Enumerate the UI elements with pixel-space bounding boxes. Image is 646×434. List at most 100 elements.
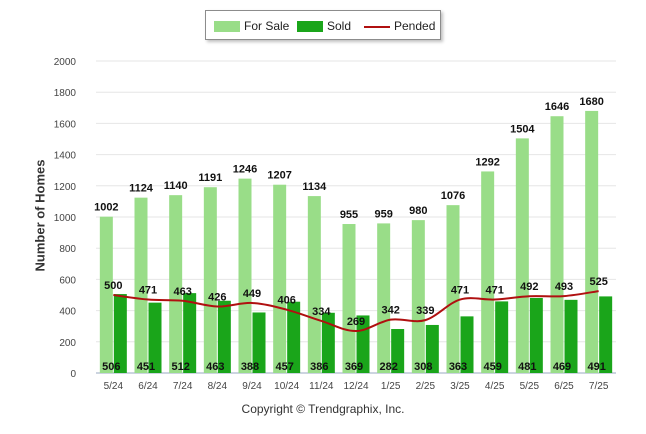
pended-line-group: [113, 290, 599, 333]
legend: For Sale Sold Pended: [205, 10, 441, 40]
for-sale-value-label: 1002: [94, 202, 118, 214]
sold-value-label: 506: [102, 361, 120, 373]
for-sale-bar: [134, 197, 148, 373]
pended-line: [113, 290, 599, 333]
sold-value-label: 457: [275, 361, 293, 373]
legend-swatch-for-sale: [214, 21, 240, 32]
pended-value-label: 463: [173, 286, 191, 298]
sold-bar: [113, 294, 127, 373]
sold-value-label: 388: [241, 361, 259, 373]
x-tick-label: 9/24: [242, 381, 262, 392]
sold-labels: 506 451 512 463 388 457 386 369 282 308 363 459 481 4…: [102, 361, 606, 373]
x-tick-label: 6/25: [554, 381, 574, 392]
x-tick-label: 12/24: [343, 381, 368, 392]
sold-value-label: 386: [310, 361, 328, 373]
sold-value-label: 481: [518, 361, 536, 373]
for-sale-value-label: 1076: [441, 190, 465, 202]
for-sale-bar: [238, 178, 252, 373]
x-tick-label: 2/25: [416, 381, 436, 392]
x-tick-label: 11/24: [309, 381, 334, 392]
y-tick-label: 600: [59, 275, 76, 286]
for-sale-bars: [99, 110, 599, 374]
for-sale-bar: [377, 223, 391, 373]
x-tick-label: 7/24: [173, 381, 193, 392]
pended-value-label: 334: [312, 306, 331, 318]
y-tick-label: 800: [59, 244, 76, 255]
for-sale-bar: [481, 171, 495, 373]
for-sale-bar: [446, 205, 460, 373]
pended-value-label: 492: [520, 281, 538, 293]
for-sale-value-label: 1124: [129, 183, 154, 195]
sold-bar: [287, 301, 301, 373]
sold-bar: [529, 297, 543, 373]
sold-value-label: 308: [414, 361, 432, 373]
pended-value-label: 342: [381, 305, 399, 317]
sold-value-label: 463: [206, 361, 224, 373]
legend-label-pended[interactable]: Pended: [394, 19, 436, 33]
for-sale-value-label: 1646: [545, 101, 569, 113]
sold-bar: [321, 312, 335, 373]
pended-value-label: 471: [485, 285, 503, 297]
x-tick-label: 7/25: [589, 381, 609, 392]
for-sale-bar: [411, 220, 425, 373]
for-sale-bar: [550, 116, 564, 373]
for-sale-value-label: 1246: [233, 164, 257, 176]
for-sale-bar: [342, 224, 356, 373]
sold-bar: [148, 302, 162, 373]
x-tick-label: 4/25: [485, 381, 505, 392]
y-tick-label: 0: [70, 369, 76, 380]
for-sale-value-label: 1504: [510, 123, 535, 135]
for-sale-bar: [203, 187, 217, 373]
x-tick-label: 5/24: [104, 381, 124, 392]
sold-value-label: 282: [379, 361, 397, 373]
sold-value-label: 491: [587, 361, 605, 373]
legend-label-for-sale[interactable]: For Sale: [244, 19, 290, 33]
sold-value-label: 459: [483, 361, 501, 373]
x-tick-label: 10/24: [274, 381, 299, 392]
for-sale-bar: [273, 184, 287, 373]
pended-value-label: 471: [139, 285, 157, 297]
for-sale-value-label: 980: [409, 205, 427, 217]
sold-bar: [460, 316, 474, 373]
for-sale-bar: [515, 138, 529, 373]
y-tick-label: 2000: [54, 57, 77, 68]
pended-value-label: 500: [104, 280, 122, 292]
x-tick-label: 8/24: [208, 381, 228, 392]
sold-bar: [425, 324, 439, 373]
x-axis-ticks: 5/24 6/24 7/24 8/24 9/24 10/24 11/24 12/24 1/25 2…: [104, 381, 609, 392]
sold-bar: [217, 300, 231, 373]
for-sale-bar: [307, 196, 321, 373]
pended-value-label: 406: [277, 295, 295, 307]
sold-bar: [564, 299, 578, 373]
for-sale-bar: [585, 110, 599, 374]
x-tick-label: 6/24: [138, 381, 158, 392]
pended-value-label: 339: [416, 305, 434, 317]
pended-value-label: 493: [555, 281, 573, 293]
for-sale-bar: [99, 216, 113, 373]
pended-value-label: 449: [243, 288, 261, 300]
sold-value-label: 451: [137, 361, 155, 373]
y-tick-label: 1400: [54, 151, 77, 162]
x-tick-label: 3/25: [450, 381, 470, 392]
pended-value-label: 426: [208, 292, 226, 304]
sold-value-label: 369: [345, 361, 363, 373]
legend-label-sold[interactable]: Sold: [327, 19, 352, 33]
y-axis-title: Number of Homes: [32, 159, 48, 272]
pended-value-label: 269: [347, 316, 365, 328]
sold-bar: [599, 296, 613, 373]
y-axis-ticks: 0 200 400 600 800 1000 1200 1400 1600 1800 2000: [54, 57, 77, 380]
grid-lines: [96, 60, 616, 374]
sold-bar: [495, 301, 509, 373]
sold-bar: [183, 293, 197, 373]
for-sale-value-label: 1292: [475, 156, 499, 168]
for-sale-value-label: 959: [374, 208, 392, 220]
x-tick-label: 1/25: [381, 381, 401, 392]
sold-value-label: 363: [449, 361, 467, 373]
sold-value-label: 469: [553, 361, 571, 373]
sold-value-label: 512: [171, 361, 189, 373]
for-sale-value-label: 1134: [302, 181, 327, 193]
pended-value-label: 471: [451, 285, 469, 297]
sold-bars: [113, 293, 613, 373]
sold-bar: [252, 312, 266, 373]
